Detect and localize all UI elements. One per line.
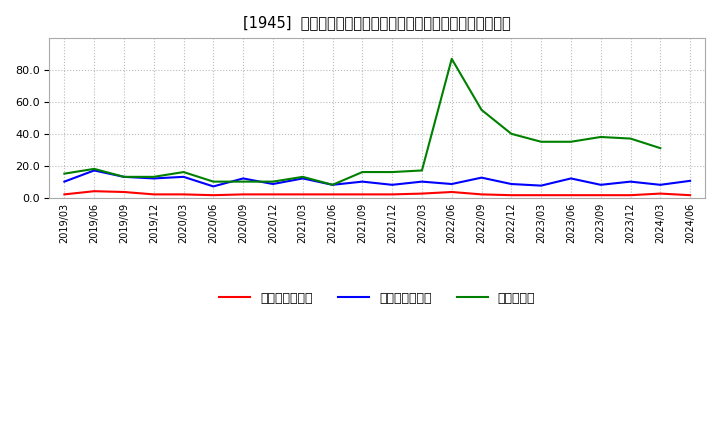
在庫回転率 <box>388 169 397 175</box>
買入債務回転率 <box>150 176 158 181</box>
買入債務回転率 <box>418 179 426 184</box>
在庫回転率 <box>269 179 277 184</box>
売上債権回転率 <box>388 192 397 197</box>
Line: 在庫回転率: 在庫回転率 <box>64 59 660 185</box>
在庫回転率 <box>150 174 158 180</box>
売上債権回転率 <box>685 193 694 198</box>
売上債権回転率 <box>150 192 158 197</box>
買入債務回転率 <box>626 179 635 184</box>
買入債務回転率 <box>60 179 68 184</box>
在庫回転率 <box>209 179 217 184</box>
売上債権回転率 <box>269 192 277 197</box>
在庫回転率 <box>358 169 366 175</box>
売上債権回転率 <box>418 191 426 196</box>
売上債権回転率 <box>537 193 546 198</box>
売上債権回転率 <box>626 193 635 198</box>
買入債務回転率 <box>239 176 248 181</box>
売上債権回転率 <box>298 192 307 197</box>
在庫回転率 <box>239 179 248 184</box>
売上債権回転率 <box>90 189 99 194</box>
Line: 売上債権回転率: 売上債権回転率 <box>64 191 690 195</box>
売上債権回転率 <box>179 192 188 197</box>
売上債権回転率 <box>656 191 665 196</box>
買入債務回転率 <box>656 182 665 187</box>
在庫回転率 <box>90 166 99 172</box>
買入債務回転率 <box>596 182 605 187</box>
買入債務回転率 <box>537 183 546 188</box>
売上債権回転率 <box>596 193 605 198</box>
買入債務回転率 <box>298 176 307 181</box>
売上債権回転率 <box>447 189 456 194</box>
売上債権回転率 <box>358 192 366 197</box>
売上債権回転率 <box>120 189 128 194</box>
売上債権回転率 <box>567 193 575 198</box>
買入債務回転率 <box>328 182 337 187</box>
買入債務回転率 <box>507 181 516 187</box>
買入債務回転率 <box>179 174 188 180</box>
売上債権回転率 <box>60 192 68 197</box>
Title: [1945]  売上債権回転率、買入債務回転率、在庫回転率の推移: [1945] 売上債権回転率、買入債務回転率、在庫回転率の推移 <box>243 15 511 30</box>
在庫回転率 <box>507 131 516 136</box>
在庫回転率 <box>418 168 426 173</box>
買入債務回転率 <box>567 176 575 181</box>
買入債務回転率 <box>447 181 456 187</box>
在庫回転率 <box>567 139 575 144</box>
在庫回転率 <box>626 136 635 141</box>
売上債権回転率 <box>239 192 248 197</box>
売上債権回転率 <box>209 193 217 198</box>
買入債務回転率 <box>388 182 397 187</box>
Legend: 売上債権回転率, 買入債務回転率, 在庫回転率: 売上債権回転率, 買入債務回転率, 在庫回転率 <box>214 287 541 310</box>
Line: 買入債務回転率: 買入債務回転率 <box>64 170 690 187</box>
在庫回転率 <box>447 56 456 62</box>
買入債務回転率 <box>90 168 99 173</box>
在庫回転率 <box>179 169 188 175</box>
在庫回転率 <box>120 174 128 180</box>
買入債務回転率 <box>120 174 128 180</box>
買入債務回転率 <box>209 184 217 189</box>
売上債権回転率 <box>507 193 516 198</box>
売上債権回転率 <box>477 192 486 197</box>
在庫回転率 <box>328 182 337 187</box>
在庫回転率 <box>60 171 68 176</box>
在庫回転率 <box>298 174 307 180</box>
買入債務回転率 <box>358 179 366 184</box>
在庫回転率 <box>477 107 486 113</box>
買入債務回転率 <box>685 178 694 183</box>
買入債務回転率 <box>269 181 277 187</box>
在庫回転率 <box>656 146 665 151</box>
買入債務回転率 <box>477 175 486 180</box>
売上債権回転率 <box>328 192 337 197</box>
在庫回転率 <box>537 139 546 144</box>
在庫回転率 <box>596 134 605 139</box>
